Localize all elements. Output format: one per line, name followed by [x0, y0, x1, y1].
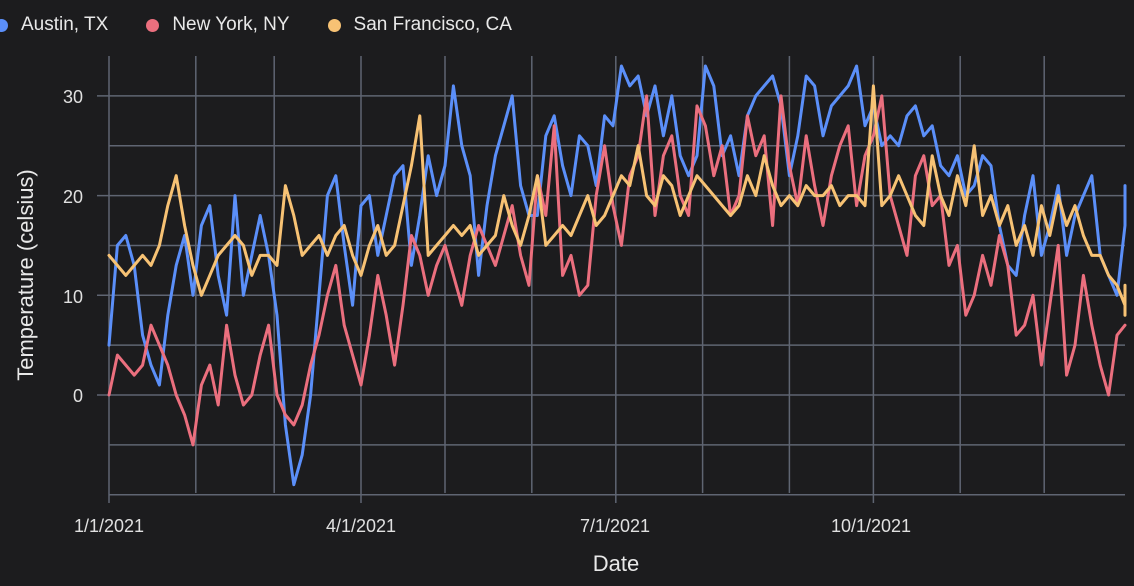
y-tick-label: 0	[73, 386, 83, 406]
x-tick-label: 7/1/2021	[580, 516, 650, 536]
x-tick-label: 10/1/2021	[831, 516, 911, 536]
legend-label-new-york: New York, NY	[172, 14, 290, 35]
y-axis: 30 20 10 0 Temperature (celsius)	[13, 87, 83, 406]
series-line-new-york-ny[interactable]	[107, 94, 1127, 447]
y-tick-label: 30	[63, 87, 83, 107]
legend-item-austin[interactable]: Austin, TX	[0, 14, 108, 36]
x-axis-title: Date	[593, 551, 639, 576]
y-axis-title: Temperature (celsius)	[13, 169, 38, 381]
legend-dot-new-york	[146, 18, 160, 32]
series-line-san-francisco-ca[interactable]	[107, 84, 1127, 317]
chart-legend: Austin, TX New York, NY San Francisco, C…	[0, 13, 550, 37]
legend-label-san-francisco: San Francisco, CA	[353, 14, 512, 35]
legend-dot-san-francisco	[327, 18, 341, 32]
chart-series	[107, 64, 1127, 487]
y-tick-label: 10	[63, 287, 83, 307]
legend-item-new-york[interactable]: New York, NY	[146, 14, 290, 36]
y-tick-label: 20	[63, 187, 83, 207]
x-axis: 1/1/2021 4/1/2021 7/1/2021 10/1/2021 Dat…	[74, 516, 911, 576]
x-tick-label: 4/1/2021	[326, 516, 396, 536]
series-line-austin-tx[interactable]	[107, 64, 1127, 487]
legend-item-san-francisco[interactable]: San Francisco, CA	[327, 14, 512, 36]
legend-dot-austin	[0, 18, 8, 32]
legend-label-austin: Austin, TX	[21, 14, 109, 35]
x-tick-label: 1/1/2021	[74, 516, 144, 536]
